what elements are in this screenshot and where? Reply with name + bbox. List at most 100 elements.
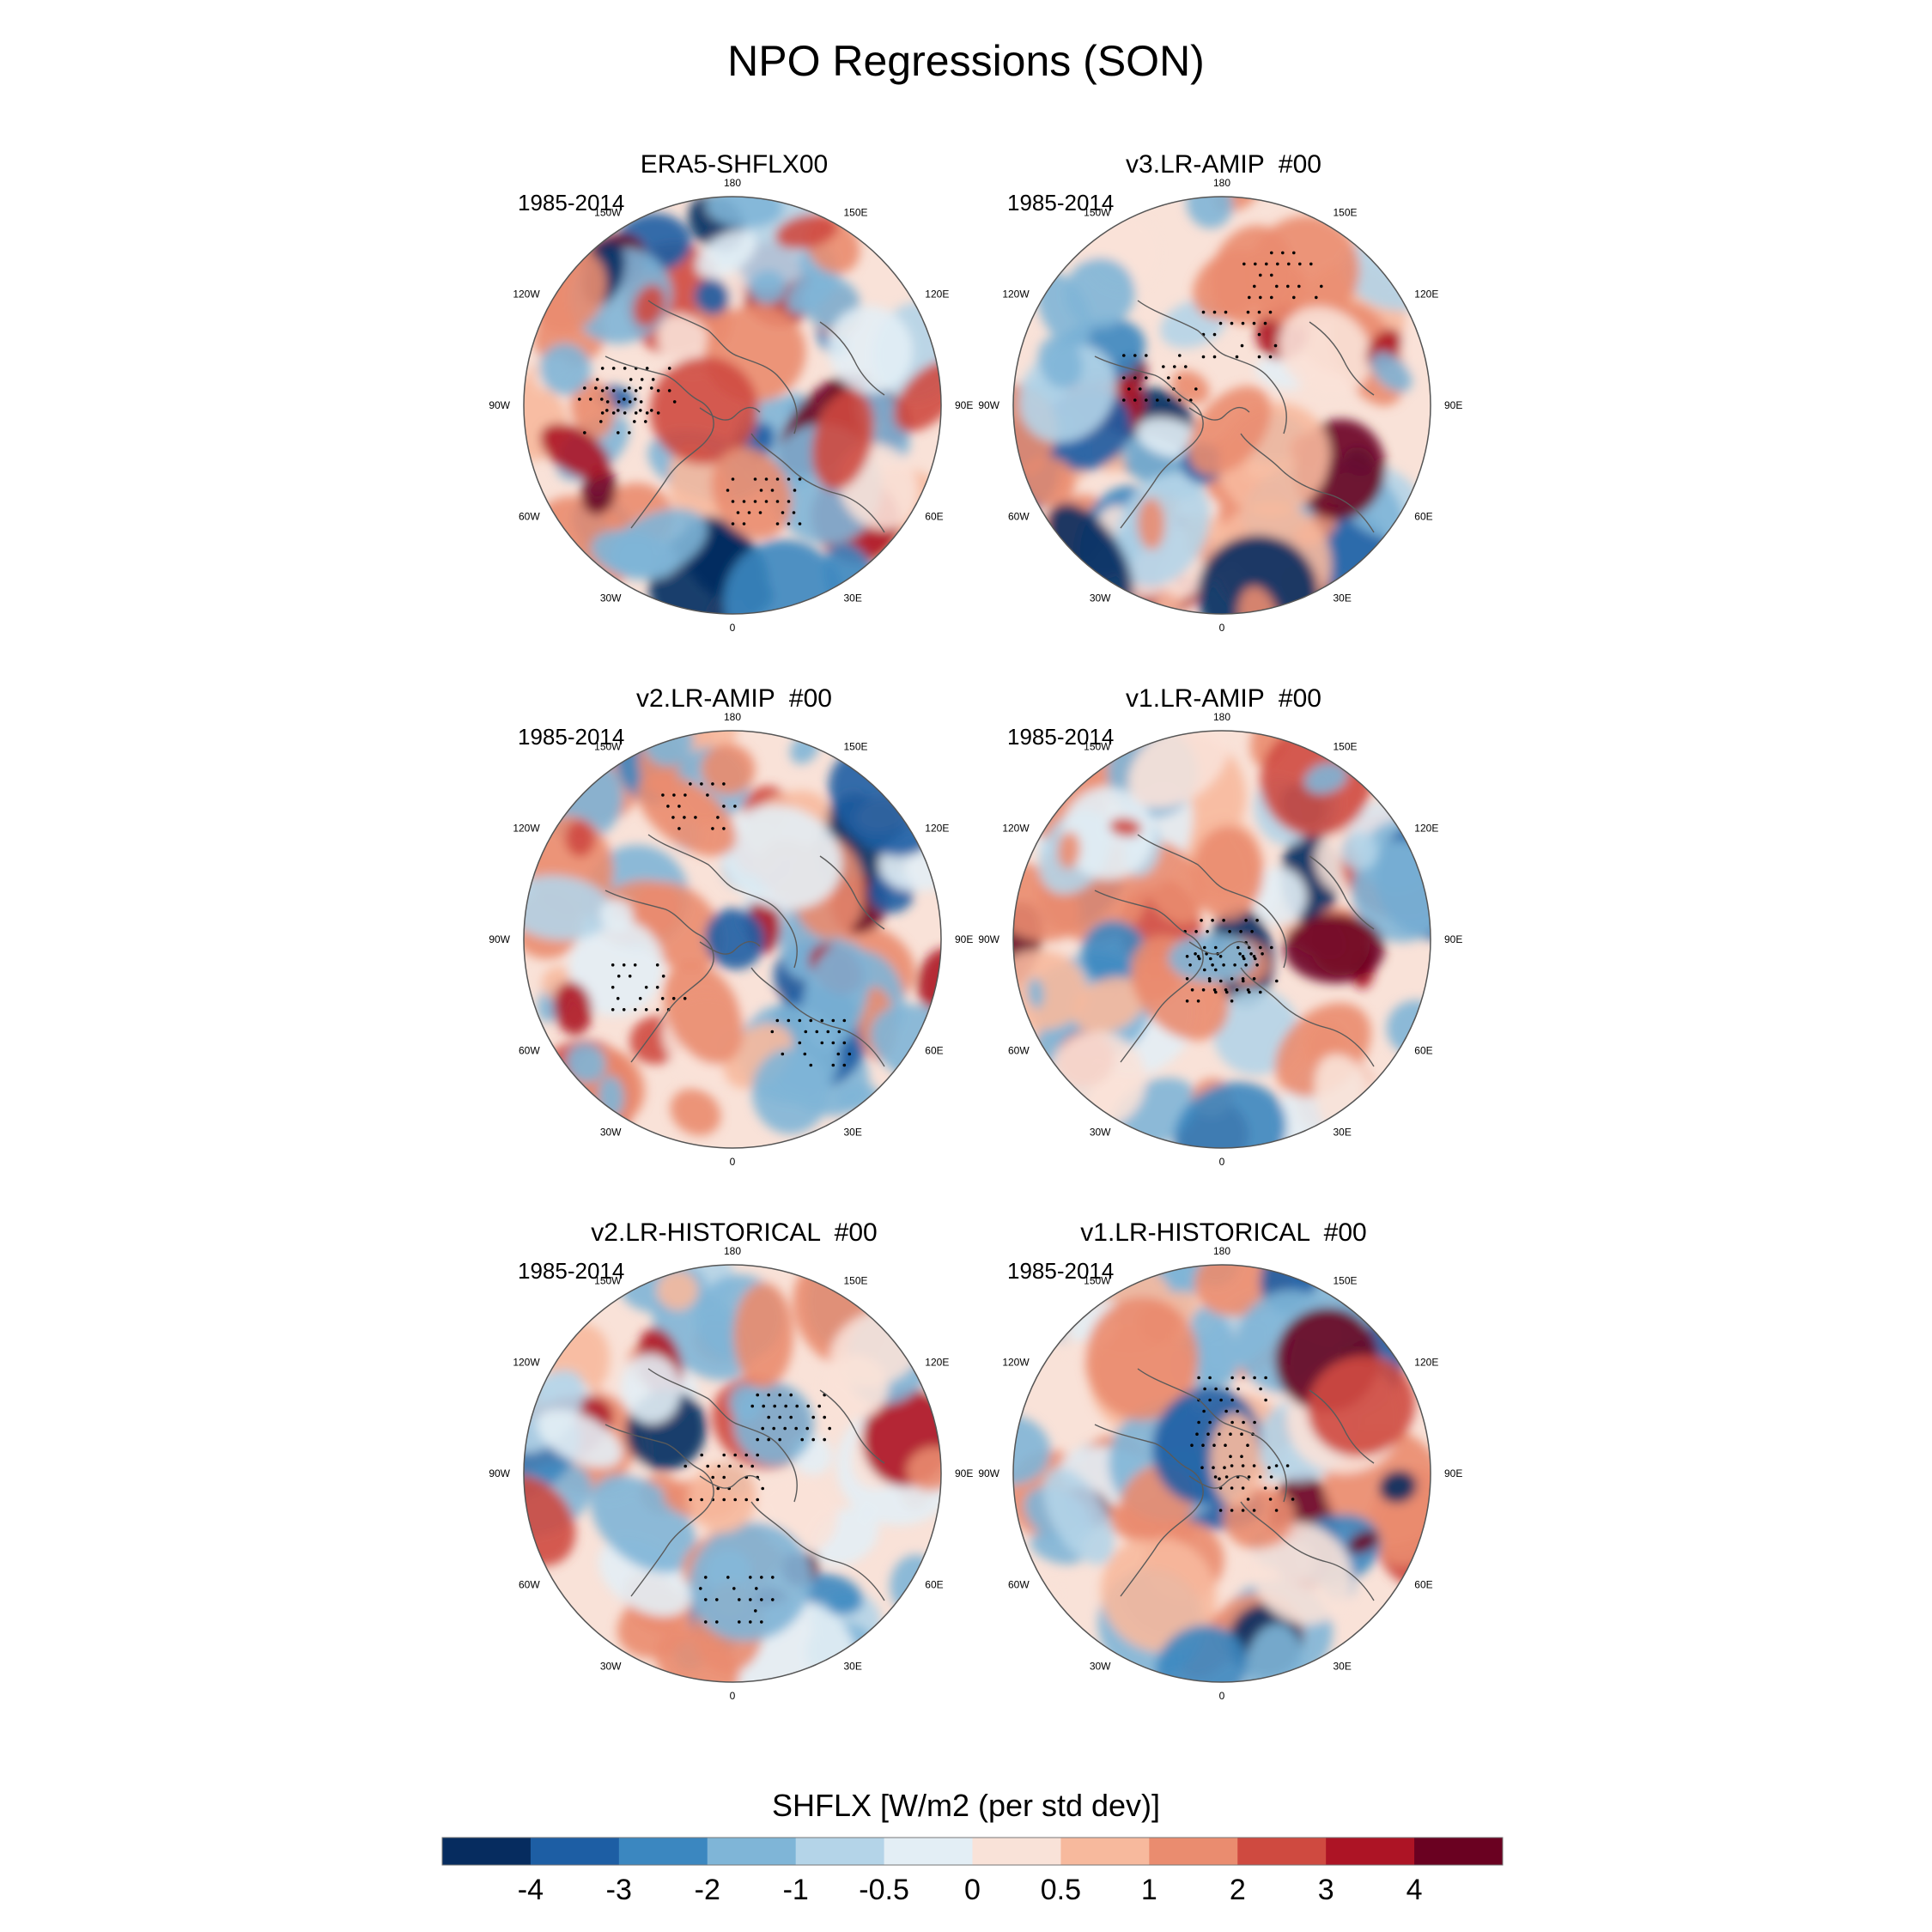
longitude-label: 120W xyxy=(513,289,540,301)
colorbar-tick-label: 2 xyxy=(1229,1874,1246,1906)
longitude-label: 120E xyxy=(925,1357,949,1369)
longitude-label: 0 xyxy=(730,1690,736,1702)
coastlines xyxy=(1094,300,1375,533)
longitude-label: 90E xyxy=(1444,1467,1462,1479)
significance-stipple xyxy=(1190,1376,1295,1512)
colorbar-tick-label: 0 xyxy=(964,1874,981,1906)
longitude-label: 30E xyxy=(844,1660,862,1672)
longitude-label: 150E xyxy=(1334,1275,1358,1287)
colorbar-tick-label: 0.5 xyxy=(1040,1874,1082,1906)
panel-title: v1.LR-AMIP #00 xyxy=(1126,684,1321,713)
longitude-label: 120W xyxy=(513,1357,540,1369)
colorbar-swatch xyxy=(884,1838,973,1865)
longitude-label: 120W xyxy=(1002,823,1030,835)
longitude-label: 120E xyxy=(925,289,949,301)
longitude-label: 60E xyxy=(925,511,943,523)
longitude-label: 90E xyxy=(1444,399,1462,411)
panel-title: ERA5-SHFLX00 xyxy=(640,150,829,179)
longitude-label: 90W xyxy=(489,399,510,411)
colorbar-swatch xyxy=(707,1838,797,1865)
longitude-label: 150W xyxy=(1084,741,1111,753)
panel-v1-amip: 180 150E 120E 90E 60E 30E 0 30W 60W 90W 120W 150W v… xyxy=(978,684,1464,1168)
colorbar-swatch xyxy=(530,1838,620,1865)
longitude-label: 60W xyxy=(1008,1045,1030,1057)
longitude-label: 30E xyxy=(1334,1126,1352,1138)
longitude-label: 150W xyxy=(594,207,622,219)
longitude-label: 150E xyxy=(1334,741,1358,753)
panel-period: 1985-2014 xyxy=(1007,1258,1115,1284)
longitude-label: 0 xyxy=(1219,1690,1225,1702)
panel-era5: 180 150E 120E 90E 60E 30E 0 30W 60W 90W 120W 150W E… xyxy=(489,150,975,634)
longitude-label: 180 xyxy=(724,711,741,723)
longitude-label: 150W xyxy=(594,741,622,753)
colorbar-tick-label: -0.5 xyxy=(859,1874,909,1906)
panel-period: 1985-2014 xyxy=(518,1258,625,1284)
longitude-label: 120E xyxy=(1414,1357,1438,1369)
longitude-label: 60W xyxy=(1008,1579,1030,1591)
panel-title: v2.LR-AMIP #00 xyxy=(636,684,832,713)
colorbar-swatch xyxy=(618,1838,708,1865)
longitude-label: 120E xyxy=(1414,289,1438,301)
longitude-label: 90E xyxy=(955,1467,973,1479)
colorbar-tick-label: -2 xyxy=(694,1874,720,1906)
panel-period: 1985-2014 xyxy=(518,190,625,216)
longitude-label: 90W xyxy=(489,1467,510,1479)
longitude-label: 30E xyxy=(844,592,862,604)
colorbar-tick-label: 3 xyxy=(1317,1874,1334,1906)
polar-map: 180 150E 120E 90E 60E 30E 0 30W 60W 90W 120W 150W xyxy=(978,711,1462,1168)
colorbar-swatch xyxy=(1060,1838,1150,1865)
significance-stipple xyxy=(683,1393,831,1624)
map-boundary xyxy=(523,730,942,1149)
longitude-label: 30E xyxy=(1334,1660,1352,1672)
longitude-label: 30W xyxy=(1090,1660,1111,1672)
figure-title: NPO Regressions (SON) xyxy=(727,37,1205,85)
longitude-label: 180 xyxy=(1213,177,1230,189)
longitude-label: 90W xyxy=(978,1467,999,1479)
shflx-field xyxy=(1013,197,1431,614)
panel-period: 1985-2014 xyxy=(1007,724,1115,750)
longitude-label: 60W xyxy=(1008,511,1030,523)
longitude-label: 90E xyxy=(955,399,973,411)
longitude-label: 30W xyxy=(600,1660,622,1672)
longitude-label: 60E xyxy=(1414,1579,1432,1591)
colorbar-title: SHFLX [W/m2 (per std dev)] xyxy=(771,1788,1161,1823)
longitude-label: 150E xyxy=(1334,207,1358,219)
panel-v2-historical: 180 150E 120E 90E 60E 30E 0 30W 60W 90W 120W 150W v… xyxy=(489,1218,975,1702)
significance-stipple xyxy=(578,367,802,526)
longitude-label: 120E xyxy=(1414,823,1438,835)
shflx-field xyxy=(1013,1265,1431,1682)
longitude-label: 90E xyxy=(1444,933,1462,945)
colorbar-swatch xyxy=(1326,1838,1415,1865)
colorbar-swatch xyxy=(1237,1838,1327,1865)
longitude-label: 60W xyxy=(519,511,540,523)
map-boundary xyxy=(1012,196,1431,615)
colorbar-swatch xyxy=(972,1838,1061,1865)
longitude-label: 150W xyxy=(1084,1275,1111,1287)
longitude-label: 120W xyxy=(1002,289,1030,301)
significance-stipple xyxy=(1183,919,1279,1003)
longitude-label: 0 xyxy=(1219,622,1225,634)
longitude-label: 90W xyxy=(978,399,999,411)
colorbar-tick-label: -1 xyxy=(782,1874,809,1906)
longitude-label: 150E xyxy=(844,741,868,753)
longitude-label: 60E xyxy=(1414,1045,1432,1057)
longitude-label: 180 xyxy=(1213,1245,1230,1257)
colorbar-swatch xyxy=(1149,1838,1238,1865)
longitude-label: 90E xyxy=(955,933,973,945)
map-boundary xyxy=(523,196,942,615)
longitude-label: 60E xyxy=(1414,511,1432,523)
longitude-label: 30E xyxy=(1334,592,1352,604)
longitude-label: 0 xyxy=(730,1156,736,1168)
longitude-label: 0 xyxy=(1219,1156,1225,1168)
longitude-label: 60W xyxy=(519,1045,540,1057)
panel-v1-historical: 180 150E 120E 90E 60E 30E 0 30W 60W 90W 120W 150W v… xyxy=(978,1218,1464,1702)
polar-map: 180 150E 120E 90E 60E 30E 0 30W 60W 90W 120W 150W xyxy=(489,1245,973,1702)
longitude-label: 60W xyxy=(519,1579,540,1591)
panel-title: v2.LR-HISTORICAL #00 xyxy=(591,1218,878,1247)
longitude-label: 30W xyxy=(1090,592,1111,604)
longitude-label: 150E xyxy=(844,1275,868,1287)
longitude-label: 30W xyxy=(600,1126,622,1138)
longitude-label: 60E xyxy=(925,1045,943,1057)
map-boundary xyxy=(1012,730,1431,1149)
polar-map: 180 150E 120E 90E 60E 30E 0 30W 60W 90W 120W 150W xyxy=(978,177,1462,634)
